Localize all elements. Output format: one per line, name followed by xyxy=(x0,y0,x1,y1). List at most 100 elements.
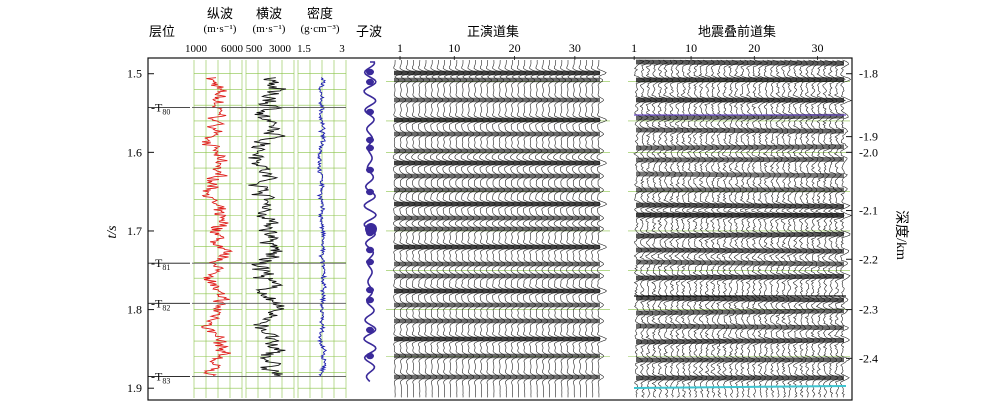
real-trace-6 xyxy=(662,59,675,398)
synthetic-event-0 xyxy=(394,70,600,76)
synthetic-event-11 xyxy=(394,226,600,232)
real-event-4 xyxy=(636,127,844,134)
real-trace-3 xyxy=(644,59,658,398)
real-trace-7 xyxy=(668,59,681,398)
real-tick-label-0: 1 xyxy=(631,41,637,55)
wavelet-lobe-8 xyxy=(366,246,374,254)
real-tick-label-1: 10 xyxy=(685,41,697,55)
synthetic-event-18 xyxy=(394,336,600,342)
wavelet-lobe-3 xyxy=(366,136,374,144)
real-event-0 xyxy=(636,59,844,66)
header-rho: 密度 xyxy=(307,6,333,21)
depth-tick-label-0: -1.8 xyxy=(859,67,878,81)
header-synthetic: 正演道集 xyxy=(467,24,519,39)
real-tick-label-3: 30 xyxy=(812,41,824,55)
real-event-1 xyxy=(636,77,844,83)
wavelet-lobe-9 xyxy=(366,258,374,266)
real-event-18 xyxy=(636,337,844,345)
synthetic-event-6 xyxy=(394,160,600,166)
real-trace-18 xyxy=(733,59,746,398)
real-event-16 xyxy=(636,308,844,316)
real-trace-14 xyxy=(710,59,723,398)
real-event-10 xyxy=(636,212,844,218)
synthetic-event-1 xyxy=(394,77,600,83)
header-vp: 纵波 xyxy=(207,6,233,21)
synthetic-event-20 xyxy=(394,374,600,380)
t-tick-label-4: 1.9 xyxy=(127,381,142,395)
synthetic-tick-label-1: 10 xyxy=(448,41,460,55)
depth-tick-label-3: -2.1 xyxy=(859,204,878,218)
synthetic-event-5 xyxy=(394,148,600,154)
real-trace-22 xyxy=(756,59,770,398)
real-event-6 xyxy=(636,156,844,163)
synthetic-gather xyxy=(392,59,608,398)
synthetic-event-3 xyxy=(394,117,600,123)
wavelet-lobe-5 xyxy=(366,166,374,174)
real-gather xyxy=(633,59,853,398)
real-trace-21 xyxy=(751,59,764,398)
real-event-2 xyxy=(636,97,844,103)
header-rho-unit: (g·cm⁻³) xyxy=(300,23,339,35)
vp-tick-max: 6000 xyxy=(221,43,244,55)
rho-tick-min: 1.5 xyxy=(297,43,311,55)
depth-tick-label-4: -2.2 xyxy=(859,252,878,266)
synthetic-event-16 xyxy=(394,302,600,308)
synthetic-event-12 xyxy=(394,244,600,250)
wavelet-lobe-1 xyxy=(366,78,374,86)
horizon-lines: -T80 -T81 -T82 -T83 xyxy=(148,101,346,385)
real-trace-36 xyxy=(839,59,853,398)
synthetic-tick-label-3: 30 xyxy=(569,41,581,55)
wavelet-lobe-10 xyxy=(366,286,374,294)
t-tick-label-3: 1.8 xyxy=(127,303,142,317)
wavelet-lobe-4 xyxy=(366,144,374,152)
header-vs-unit: (m·s⁻¹) xyxy=(253,23,286,35)
synthetic-event-9 xyxy=(394,201,600,207)
real-event-13 xyxy=(636,259,844,267)
header-wavelet: 子波 xyxy=(356,24,382,39)
real-event-17 xyxy=(636,323,844,331)
real-trace-8 xyxy=(674,59,688,398)
synthetic-event-19 xyxy=(394,353,600,359)
rho-tick-max: 3 xyxy=(339,43,345,55)
real-trace-20 xyxy=(744,59,758,398)
vp-tick-min: 1000 xyxy=(185,43,208,55)
synthetic-event-15 xyxy=(394,288,600,294)
t-tick-label-0: 1.5 xyxy=(127,67,142,81)
synthetic-event-7 xyxy=(394,173,600,179)
header-vs: 横波 xyxy=(256,6,282,21)
wavelet-lobe-6 xyxy=(366,188,374,196)
horizon-label-81: -T81 xyxy=(151,256,170,272)
real-event-5 xyxy=(636,144,844,151)
real-event-14 xyxy=(636,273,844,281)
real-trace-17 xyxy=(727,59,741,398)
real-tick-label-2: 20 xyxy=(748,41,760,55)
y-axis-right-label: 深度/km xyxy=(893,210,909,260)
real-trace-30 xyxy=(804,59,816,398)
real-trace-32 xyxy=(815,59,829,398)
real-event-7 xyxy=(636,171,844,178)
t-tick-label-1: 1.6 xyxy=(127,145,142,159)
plot-frame xyxy=(147,57,853,401)
vs-curve xyxy=(248,77,287,377)
wavelet-track xyxy=(363,61,377,383)
real-trace-28 xyxy=(792,59,805,398)
vs-tick-min: 500 xyxy=(246,43,263,55)
real-trace-31 xyxy=(809,59,822,398)
well-log-curves xyxy=(201,77,328,377)
synthetic-tick-label-0: 1 xyxy=(397,41,403,55)
synthetic-event-4 xyxy=(394,131,600,137)
real-trace-24 xyxy=(768,59,781,398)
depth-tick-label-1: -1.9 xyxy=(859,130,878,144)
wavelet-lobe-11 xyxy=(366,296,374,304)
real-trace-23 xyxy=(762,59,775,398)
real-trace-5 xyxy=(656,59,669,398)
depth-tick-label-2: -2.0 xyxy=(859,145,878,159)
y-axis-left-label: t/s xyxy=(105,225,120,239)
depth-tick-label-5: -2.3 xyxy=(859,303,878,317)
real-event-15 xyxy=(636,295,844,303)
horizon-label-80: -T80 xyxy=(151,101,170,117)
depth-tick-label-6: -2.4 xyxy=(859,351,878,365)
wavelet-lobe-12 xyxy=(366,326,374,334)
real-trace-26 xyxy=(780,59,793,398)
vp-curve xyxy=(201,77,233,377)
